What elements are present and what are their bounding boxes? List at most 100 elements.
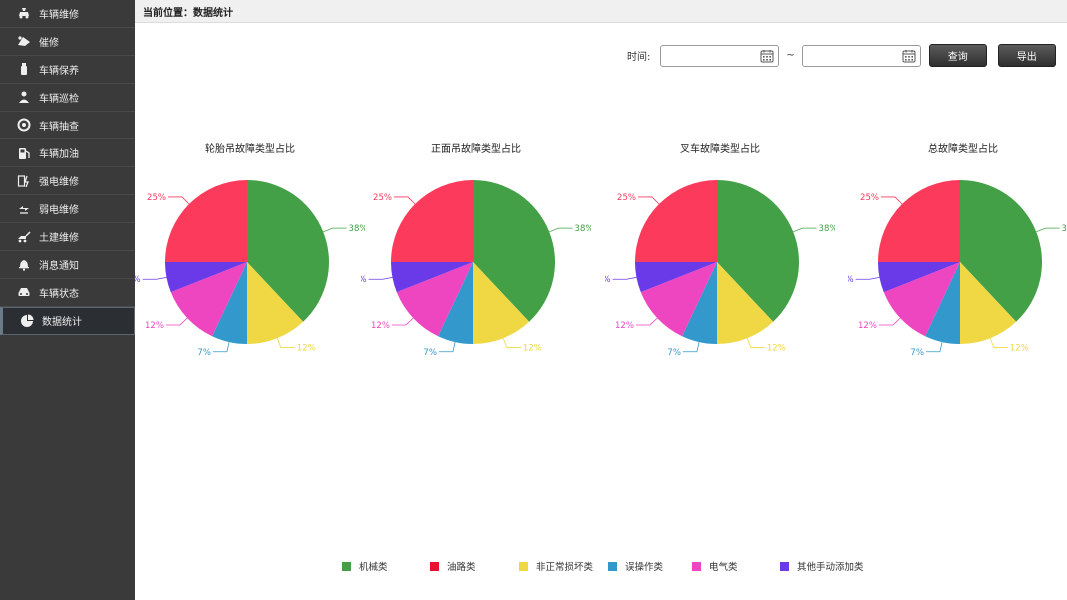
slice-label: 12% xyxy=(371,321,390,331)
slice-label: 12% xyxy=(523,344,542,354)
pie-slice[interactable] xyxy=(878,180,960,262)
sidebar-item-label: 强电维修 xyxy=(39,177,79,189)
sidebar-item-label: 车辆巡检 xyxy=(39,93,79,105)
slice-leader-line xyxy=(368,276,393,280)
sidebar-item[interactable]: 土建维修 xyxy=(0,223,135,252)
filter-bar: 时间: ~ 查询 导出 xyxy=(627,44,1056,67)
chart-title: 叉车故障类型占比 xyxy=(680,144,760,155)
slice-leader-line xyxy=(438,341,456,353)
sidebar-item[interactable]: 车辆状态 xyxy=(0,279,135,307)
sidebar-nav: 车辆维修催修车辆保养车辆巡检车辆抽查 车辆加油强电维修弱电维修土建维修消息通知车辆… xyxy=(0,0,135,335)
pie-slice[interactable] xyxy=(635,262,717,293)
sidebar-item-label: 弱电维修 xyxy=(39,205,79,217)
sidebar-item[interactable]: 数据统计 xyxy=(0,306,135,335)
slice-label: 12% xyxy=(145,321,164,331)
sidebar-item[interactable]: 车辆抽查 xyxy=(0,112,135,140)
legend-item[interactable]: 非正常损坏类 xyxy=(519,559,608,573)
sidebar-item[interactable]: 强电维修 xyxy=(0,167,135,196)
chart-area: 轮胎吊故障类型占比 38% 12% 7% 12% 6% 25% 正面吊故障类型占比 38% 12%… xyxy=(135,130,1067,380)
pie-slice[interactable] xyxy=(212,262,247,344)
sidebar-item[interactable]: 弱电维修 xyxy=(0,195,135,224)
pie-slice[interactable] xyxy=(396,262,473,337)
pie-slice[interactable] xyxy=(473,262,530,344)
pie-svg: 38% 12% 7% 12% 6% 25% xyxy=(848,180,1067,358)
slice-label: 38% xyxy=(349,224,365,234)
pie-slice[interactable] xyxy=(960,180,1042,322)
pie-slice[interactable] xyxy=(635,180,717,262)
sidebar-item-label: 数据统计 xyxy=(42,317,82,329)
pie-slice[interactable] xyxy=(925,262,960,344)
slice-leader-line xyxy=(880,196,903,205)
slice-label: 7% xyxy=(197,348,211,358)
spot-check-icon xyxy=(17,118,31,132)
pie-chart: 正面吊故障类型占比 38% 12% 7% 12% 6% 25% xyxy=(361,130,591,380)
pie-slice[interactable] xyxy=(165,262,247,293)
pie-slice[interactable] xyxy=(717,262,774,344)
legend-label: 油路类 xyxy=(447,562,476,573)
legend-item[interactable]: 机械类 xyxy=(342,559,430,573)
legend-label: 机械类 xyxy=(359,562,388,573)
legend-swatch xyxy=(519,561,528,571)
slice-label: 25% xyxy=(860,193,879,203)
sidebar: 车辆维修催修车辆保养车辆巡检车辆抽查 车辆加油强电维修弱电维修土建维修消息通知车辆… xyxy=(0,0,135,600)
pie-chart: 轮胎吊故障类型占比 38% 12% 7% 12% 6% 25% xyxy=(135,130,365,380)
slice-leader-line xyxy=(212,341,230,353)
sidebar-item[interactable]: 车辆巡检 xyxy=(0,84,135,112)
pie-slice[interactable] xyxy=(960,262,1017,344)
pie-slice[interactable] xyxy=(438,262,473,344)
pie-slice[interactable] xyxy=(717,180,799,322)
sidebar-item-label: 车辆维修 xyxy=(39,9,79,21)
legend-label: 电气类 xyxy=(709,562,738,573)
slice-leader-line xyxy=(855,276,880,280)
pie-slice[interactable] xyxy=(170,262,247,337)
calendar-icon[interactable] xyxy=(760,49,774,63)
sidebar-item[interactable]: 车辆维修 xyxy=(0,0,135,28)
sidebar-item-label: 土建维修 xyxy=(39,233,79,245)
chart-legend: 机械类 油路类 非正常损坏类 误操作类 电气类 其他手动添加类 xyxy=(342,559,870,573)
legend-swatch xyxy=(430,561,439,571)
legend-label: 非正常损坏类 xyxy=(536,562,594,573)
pie-slice[interactable] xyxy=(247,262,304,344)
pie-slice[interactable] xyxy=(883,262,960,337)
pie-slice[interactable] xyxy=(391,180,473,262)
pie-slice[interactable] xyxy=(165,180,247,262)
time-label: 时间: xyxy=(627,52,651,63)
slice-leader-line xyxy=(746,338,765,348)
legend-item[interactable]: 误操作类 xyxy=(608,559,692,573)
sidebar-item-label: 催修 xyxy=(39,37,59,49)
pie-slice[interactable] xyxy=(640,262,717,337)
slice-label: 12% xyxy=(858,321,877,331)
slice-leader-line xyxy=(1036,227,1060,233)
pie-slice[interactable] xyxy=(878,262,960,293)
fuel-pump-icon xyxy=(17,146,31,160)
sidebar-item[interactable]: 车辆加油 xyxy=(0,139,135,168)
pie-chart: 叉车故障类型占比 38% 12% 7% 12% 6% 25% xyxy=(605,130,835,380)
legend-item[interactable]: 油路类 xyxy=(430,559,519,573)
slice-leader-line xyxy=(793,227,817,233)
sidebar-item-label: 车辆状态 xyxy=(39,288,79,300)
pie-slice[interactable] xyxy=(247,180,329,322)
query-button[interactable]: 查询 xyxy=(928,44,987,67)
end-date-input[interactable] xyxy=(801,44,921,67)
sidebar-item[interactable]: 催修 xyxy=(0,28,135,56)
car-repair-icon xyxy=(17,6,31,20)
pie-slice[interactable] xyxy=(391,262,473,293)
start-date-input[interactable] xyxy=(660,44,780,67)
car-status-icon xyxy=(17,285,31,299)
slice-label: 25% xyxy=(373,193,392,203)
slice-label: 38% xyxy=(1062,224,1067,234)
slice-label: 6% xyxy=(605,275,611,285)
date-separator: ~ xyxy=(786,50,795,61)
chart-title: 总故障类型占比 xyxy=(928,144,998,155)
sidebar-item[interactable]: 消息通知 xyxy=(0,251,135,279)
pie-slice[interactable] xyxy=(473,180,555,322)
breadcrumb: 当前位置：数据统计 xyxy=(135,0,1067,23)
pie-slice[interactable] xyxy=(682,262,717,344)
slice-label: 7% xyxy=(667,348,681,358)
export-button[interactable]: 导出 xyxy=(997,44,1056,67)
calendar-icon[interactable] xyxy=(902,49,916,63)
sidebar-item[interactable]: 车辆保养 xyxy=(0,56,135,84)
slice-label: 25% xyxy=(147,193,166,203)
legend-item[interactable]: 电气类 xyxy=(692,559,780,573)
legend-item[interactable]: 其他手动添加类 xyxy=(780,559,870,573)
